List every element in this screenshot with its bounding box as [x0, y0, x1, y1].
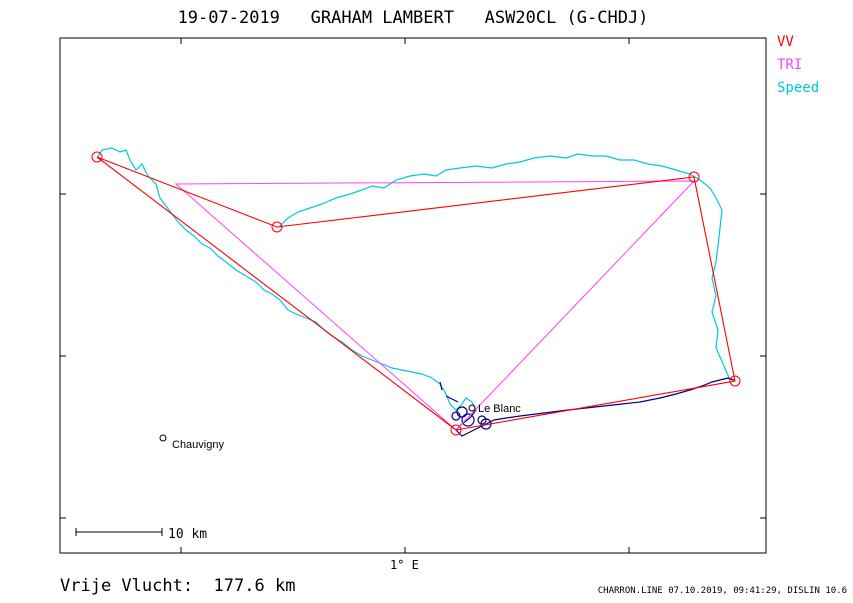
scale-label: 10 km [168, 527, 207, 542]
plot-frame [59, 37, 767, 554]
place-le-blanc: Le Blanc [478, 403, 521, 415]
scale-bar [75, 528, 163, 536]
glider-type: ASW20CL (G-CHDJ) [484, 8, 649, 28]
distance-value: 177.6 km [213, 576, 296, 596]
software-credit: CHARRON.LINE 07.10.2019, 09:41:29, DISLI… [597, 586, 847, 596]
le-blanc-marker [468, 404, 476, 412]
flight-date: 19-07-2019 [177, 8, 280, 28]
axis-ticks [60, 38, 766, 553]
vv-route [96, 156, 736, 431]
distance-label: Vrije Vlucht: [60, 576, 194, 596]
tri-polygon [174, 180, 696, 431]
legend-tri: TRI [777, 57, 803, 73]
longitude-label: 1° E [390, 558, 419, 572]
pilot-name: GRAHAM LAMBERT [310, 8, 454, 28]
speed-track [96, 147, 477, 411]
legend-speed: Speed [777, 80, 820, 96]
legend-vv: VV [777, 34, 794, 50]
chart-title: 19-07-2019 GRAHAM LAMBERT ASW20CL (G-CHD… [60, 8, 766, 28]
chauvigny-marker [159, 434, 167, 442]
place-chauvigny: Chauvigny [172, 439, 224, 451]
speed-track-north [279, 153, 731, 381]
thermal-loops [439, 381, 492, 430]
turnpoints [91, 151, 741, 436]
distance-summary: Vrije Vlucht: 177.6 km [60, 576, 295, 596]
